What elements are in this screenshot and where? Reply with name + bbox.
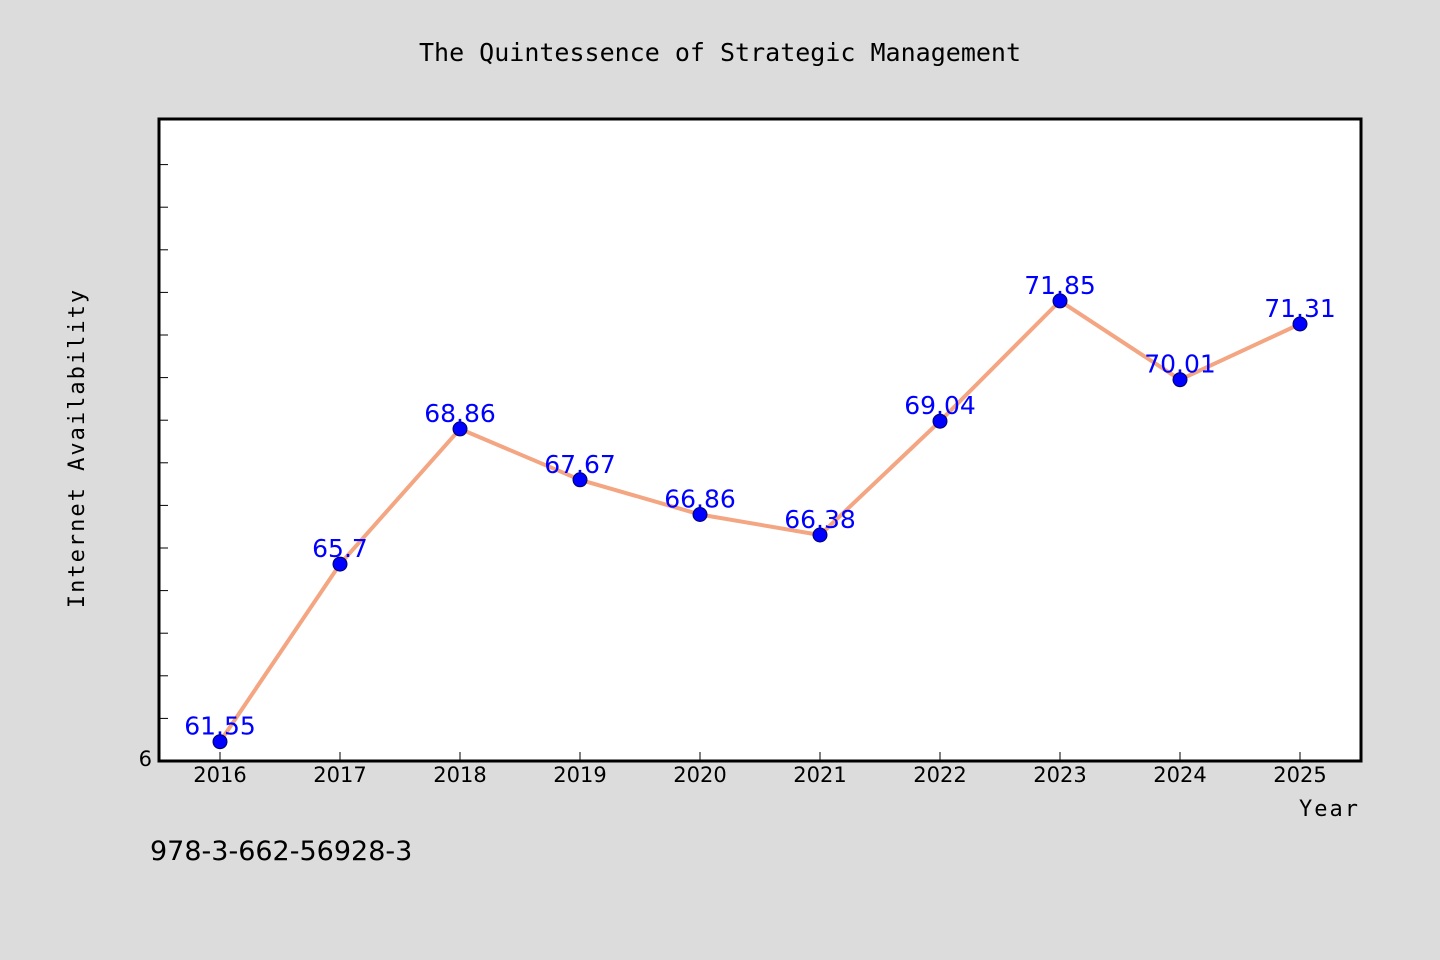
x-tick-label: 2024 <box>1153 763 1206 787</box>
footnote: 978-3-662-56928-3 <box>150 836 413 867</box>
data-label: 70.01 <box>1144 350 1216 379</box>
x-tick-label: 2025 <box>1273 763 1326 787</box>
x-tick-label: 2016 <box>193 763 246 787</box>
data-label: 71.85 <box>1024 271 1096 300</box>
data-markers <box>212 293 1308 750</box>
data-point <box>332 556 348 572</box>
x-axis-label: Year <box>1299 797 1360 822</box>
data-point <box>692 507 708 522</box>
data-label: 71.31 <box>1264 294 1336 323</box>
x-axis-ticks <box>219 752 1301 761</box>
x-tick-label: 2022 <box>913 763 966 787</box>
data-label: 69.04 <box>904 391 976 420</box>
data-label: 68.86 <box>424 399 496 428</box>
data-label: 61.55 <box>184 712 256 741</box>
data-label: 66.86 <box>664 485 736 514</box>
data-point <box>932 413 948 429</box>
data-point <box>1172 372 1188 388</box>
x-axis-tick-labels: 2016 2017 2018 2019 2020 2021 2022 2023 2024 2025 <box>193 763 1326 787</box>
y-tick-label: 6 <box>139 747 152 771</box>
data-point <box>1292 316 1308 332</box>
x-tick-label: 2023 <box>1033 763 1086 787</box>
data-point <box>812 527 828 543</box>
plot-area <box>157 117 1363 763</box>
x-tick-label: 2017 <box>313 763 366 787</box>
x-tick-label: 2021 <box>793 763 846 787</box>
data-label: 65.7 <box>312 534 368 563</box>
x-tick-label: 2018 <box>433 763 486 787</box>
data-point <box>452 421 468 437</box>
y-axis-label: Internet Availability <box>65 288 90 608</box>
y-axis-ticks <box>159 164 168 762</box>
series-line <box>218 298 1301 743</box>
data-point <box>1052 293 1068 309</box>
x-tick-label: 2019 <box>553 763 606 787</box>
data-labels: 61.55 65.7 68.86 67.67 66.86 66.38 69.04 71.85 7… <box>184 271 1336 741</box>
data-label: 67.67 <box>544 450 616 479</box>
data-point <box>572 472 588 488</box>
data-label: 66.38 <box>784 505 856 534</box>
x-tick-label: 2020 <box>673 763 726 787</box>
chart-title: The Quintessence of Strategic Management <box>419 38 1021 67</box>
data-point <box>212 734 228 750</box>
